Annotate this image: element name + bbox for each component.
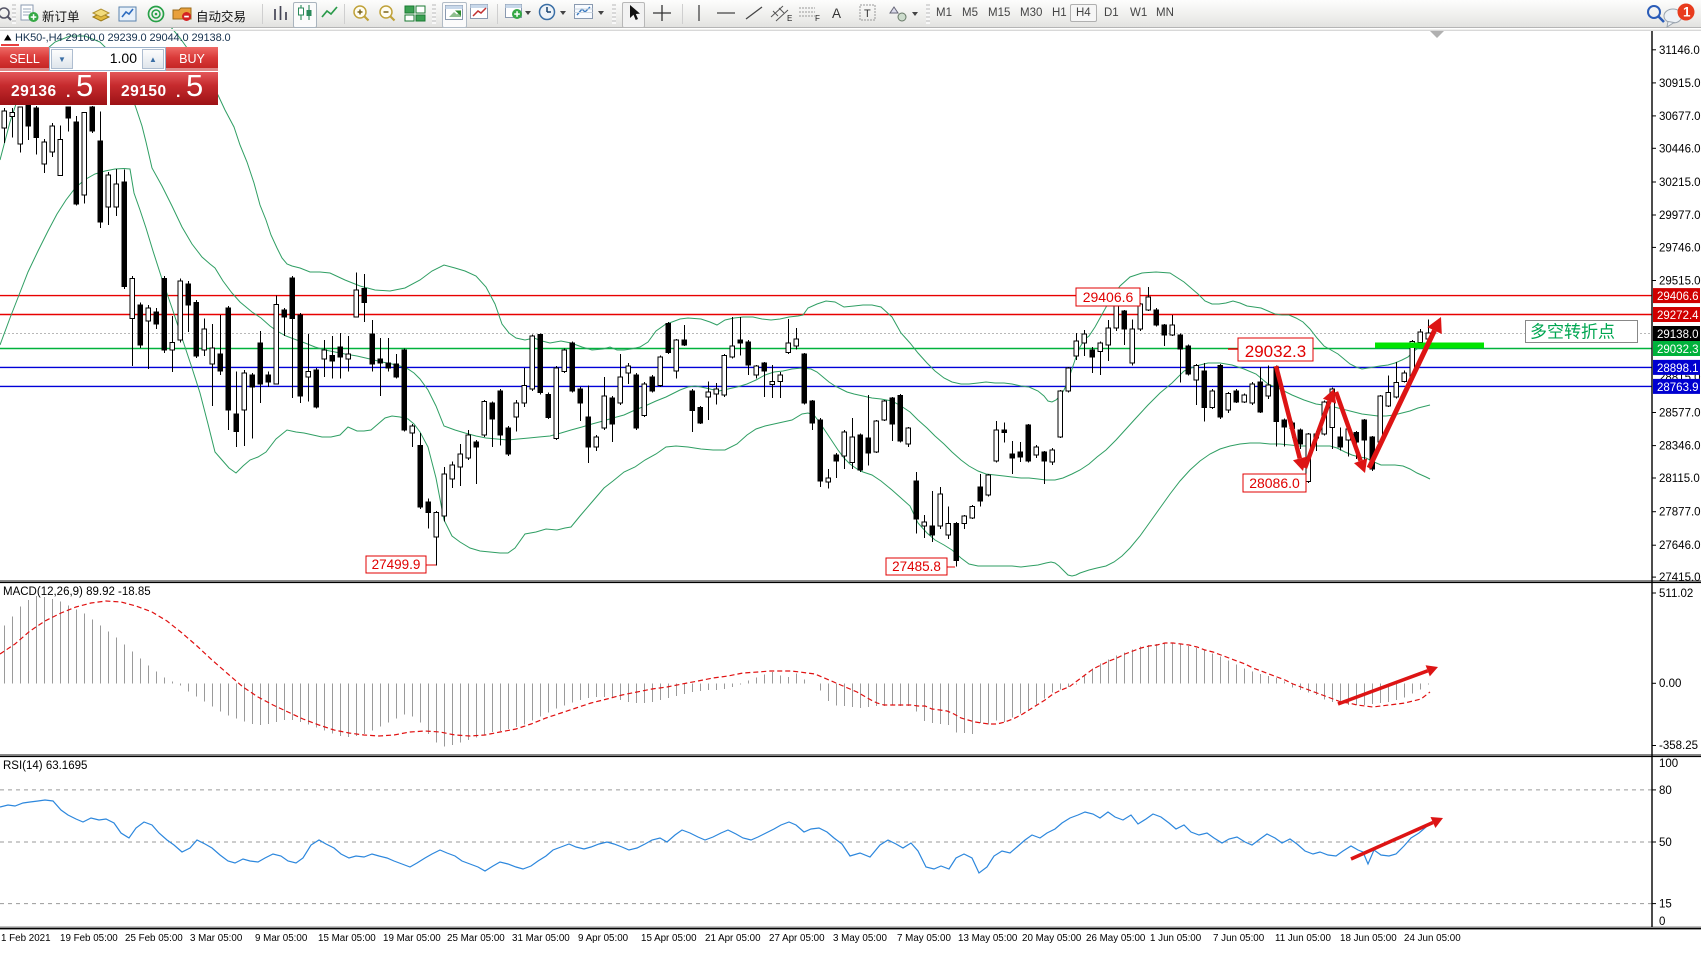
svg-text:1 Jun 05:00: 1 Jun 05:00 [1150,933,1202,944]
svg-text:F: F [815,14,820,23]
svg-text:29032.3: 29032.3 [1245,342,1306,361]
svg-text:19 Mar 05:00: 19 Mar 05:00 [383,933,441,944]
svg-text:0: 0 [1659,916,1665,928]
svg-text:19 Feb 05:00: 19 Feb 05:00 [60,933,118,944]
svg-text:T: T [864,8,871,20]
svg-text:31 Mar 05:00: 31 Mar 05:00 [512,933,570,944]
svg-text:18 Jun 05:00: 18 Jun 05:00 [1340,933,1397,944]
svg-text:9 Apr 05:00: 9 Apr 05:00 [578,933,629,944]
svg-text:15 Apr 05:00: 15 Apr 05:00 [641,933,697,944]
svg-text:7 May 05:00: 7 May 05:00 [897,933,951,944]
svg-text:28898.1: 28898.1 [1657,363,1699,375]
svg-text:27 Apr 05:00: 27 Apr 05:00 [769,933,825,944]
svg-text:30677.0: 30677.0 [1659,111,1701,123]
svg-text:24 Jun 05:00: 24 Jun 05:00 [1404,933,1461,944]
svg-text:50: 50 [1659,837,1672,849]
svg-text:29406.6: 29406.6 [1657,291,1699,303]
svg-text:30215.0: 30215.0 [1659,177,1701,189]
svg-text:29746.0: 29746.0 [1659,242,1701,254]
svg-text:27646.0: 27646.0 [1659,540,1701,552]
svg-text:30915.0: 30915.0 [1659,78,1701,90]
svg-text:20 May 05:00: 20 May 05:00 [1022,933,1082,944]
svg-text:28577.0: 28577.0 [1659,408,1701,420]
svg-text:MACD(12,26,9) 89.92 -18.85: MACD(12,26,9) 89.92 -18.85 [3,586,151,598]
svg-text:29272.4: 29272.4 [1657,310,1699,322]
svg-text:28086.0: 28086.0 [1249,475,1300,491]
svg-text:29977.0: 29977.0 [1659,210,1701,222]
svg-text:27485.8: 27485.8 [892,559,941,574]
svg-text:RSI(14) 63.1695: RSI(14) 63.1695 [3,760,87,772]
svg-text:1 Feb 2021: 1 Feb 2021 [1,933,51,944]
svg-text:25 Feb 05:00: 25 Feb 05:00 [125,933,183,944]
svg-text:E: E [787,14,792,23]
svg-text:9 Mar 05:00: 9 Mar 05:00 [255,933,308,944]
svg-text:29406.6: 29406.6 [1083,289,1134,305]
svg-text:-358.25: -358.25 [1659,740,1698,752]
svg-text:27499.9: 27499.9 [372,557,421,572]
svg-text:25 Mar 05:00: 25 Mar 05:00 [447,933,505,944]
svg-text:28115.0: 28115.0 [1659,473,1700,485]
svg-text:29515.0: 29515.0 [1659,276,1701,288]
svg-text:15: 15 [1659,899,1672,911]
svg-text:1: 1 [1683,5,1691,20]
svg-text:30446.0: 30446.0 [1659,143,1701,155]
svg-text:29032.3: 29032.3 [1657,344,1699,356]
svg-text:15 Mar 05:00: 15 Mar 05:00 [318,933,376,944]
svg-text:多空转折点: 多空转折点 [1530,323,1615,342]
svg-text:31146.0: 31146.0 [1659,45,1700,57]
svg-text:28763.9: 28763.9 [1657,382,1699,394]
svg-text:27415.0: 27415.0 [1659,572,1701,584]
svg-text:7 Jun 05:00: 7 Jun 05:00 [1213,933,1265,944]
svg-text:3 May 05:00: 3 May 05:00 [833,933,887,944]
svg-text:26 May 05:00: 26 May 05:00 [1086,933,1146,944]
svg-text:29138.0: 29138.0 [1657,329,1699,341]
svg-text:HK50-,H4 29100.0 29239.0 2904: HK50-,H4 29100.0 29239.0 29044.0 29138.0 [15,32,231,44]
svg-text:21 Apr 05:00: 21 Apr 05:00 [705,933,761,944]
svg-text:80: 80 [1659,785,1672,797]
svg-text:28346.0: 28346.0 [1659,441,1701,453]
svg-text:100: 100 [1659,758,1678,770]
svg-text:13 May 05:00: 13 May 05:00 [958,933,1018,944]
svg-text:11 Jun 05:00: 11 Jun 05:00 [1275,933,1331,944]
svg-text:3 Mar 05:00: 3 Mar 05:00 [190,933,243,944]
svg-text:27877.0: 27877.0 [1659,507,1701,519]
svg-text:511.02: 511.02 [1659,588,1693,600]
svg-text:0.00: 0.00 [1659,678,1681,690]
